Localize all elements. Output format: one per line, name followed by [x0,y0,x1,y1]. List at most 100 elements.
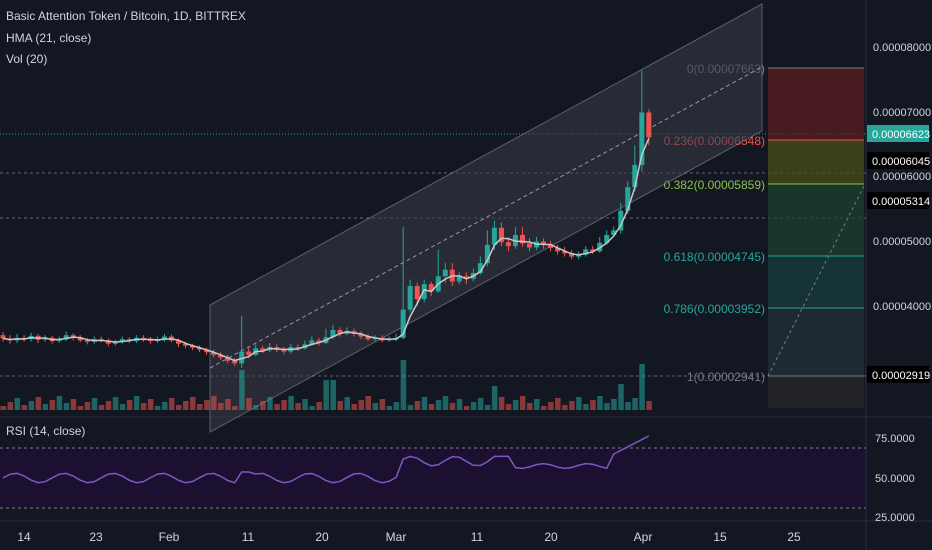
candle-body [309,340,315,345]
candle-body [211,352,217,355]
candle [555,244,561,255]
volume-bar [190,397,196,410]
time-axis-label: Feb [159,530,180,544]
price-axis-label: 0.00007000 [873,107,931,119]
candle [337,327,343,337]
volume-bar [14,398,21,410]
volume-bar [288,396,294,410]
candle [295,344,301,351]
candle-body [358,333,364,337]
fib-zone [768,68,864,140]
candle [0,331,6,342]
candle [211,349,217,358]
time-axis-label: 20 [315,530,329,544]
volume-bar [91,398,98,410]
volume-bar [428,404,435,410]
rsi-band [0,448,866,508]
candle-body [498,227,504,243]
candle [112,339,118,346]
candle [77,335,83,343]
candle-body [119,339,125,342]
volume-bar [491,386,498,410]
volume-bar [555,398,561,410]
fib-level-label: 0.382(0.00005859) [664,178,765,192]
volume-bars [0,360,652,410]
candle [632,145,638,192]
volume-bar [519,396,526,410]
candle-body [0,335,6,339]
candle [365,333,371,342]
candle-body [218,354,224,358]
volume-bar [527,403,533,410]
price-axis-label: 0.00006000 [873,171,931,183]
candle-body [625,187,631,211]
volume-bar [302,399,308,410]
candle [140,335,146,342]
price-tag-label: 0.00006623 [872,129,930,141]
volume-bar [140,403,147,410]
candle [498,222,504,247]
volume-bar [386,406,393,410]
volume-bar [442,396,449,410]
volume-bar [379,399,386,410]
candle [63,331,69,342]
candle-body [484,244,490,264]
candle-body [56,339,62,342]
volume-bar [267,397,273,410]
candle [428,281,434,296]
candle [358,331,364,340]
candle [407,279,413,313]
volume-bar [351,404,357,410]
volume-bar [583,404,589,410]
candle-body [428,284,434,292]
volume-bar [295,403,301,410]
rsi-axis-label: 25.0000 [875,512,915,524]
candle-body [491,227,497,245]
candle [197,345,203,353]
candle [527,238,532,252]
candle-body [632,164,638,188]
candle [204,347,210,355]
volume-legend[interactable]: Vol (20) [6,52,48,66]
volume-bar [161,402,168,410]
price-tag-box [867,125,929,142]
volume-bar [56,396,63,410]
volume-bar [197,404,203,410]
candle-body [519,234,525,244]
volume-bar [147,399,154,410]
candle [147,337,153,344]
rsi-legend[interactable]: RSI (14, close) [6,424,86,438]
volume-bar [21,405,28,410]
candle-body [414,286,420,300]
volume-bar [126,400,133,410]
volume-bar [569,401,575,410]
candle [456,272,462,285]
candle-body [562,251,568,254]
fib-level-label: 1(0.00002941) [687,370,765,384]
candle [590,246,596,254]
candle [548,240,554,252]
candle-body [281,349,287,352]
candle-body [183,343,189,346]
price-tag-label: 0.00002919 [872,370,930,382]
symbol-title[interactable]: Basic Attention Token / Bitcoin, 1D, BIT… [6,9,246,23]
volume-bar [28,401,35,410]
candle-body [555,248,561,252]
candle-body [246,351,252,355]
volume-bar [505,404,512,410]
candle-body [295,346,301,349]
volume-bar [632,398,638,410]
candle-body [77,337,83,341]
candle-body [421,284,427,300]
volume-bar [218,403,224,410]
hma-legend[interactable]: HMA (21, close) [6,31,92,45]
price-tag-box [867,192,929,209]
time-axis-label: 25 [787,530,801,544]
volume-bar [512,400,519,410]
parallel-channel [209,3,763,433]
time-axis-label: Apr [634,530,653,544]
volume-bar [358,400,365,410]
candle [316,337,322,346]
volume-bar [260,401,266,410]
